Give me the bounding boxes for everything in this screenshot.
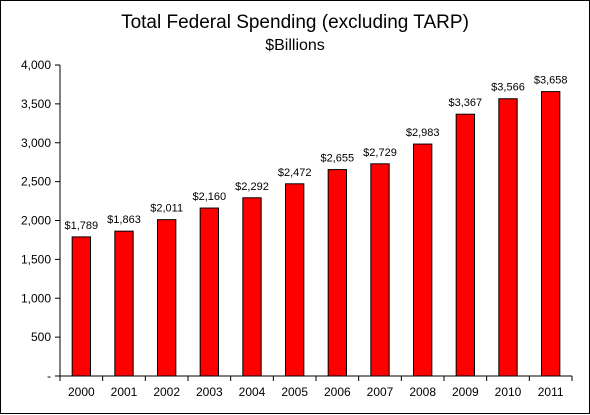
- data-label: $1,789: [65, 220, 99, 232]
- x-tick-label: 2001: [111, 385, 138, 399]
- y-tick-label: 500: [31, 330, 51, 344]
- x-tick-label: 2011: [538, 385, 564, 399]
- y-tick-label: 2,500: [21, 175, 51, 189]
- bar: [540, 91, 561, 377]
- data-label: $2,160: [193, 191, 227, 203]
- bar: [71, 236, 92, 377]
- x-tick-label: 2010: [495, 385, 522, 399]
- x-tick-label: 2002: [153, 385, 180, 399]
- y-tick-label: 2,000: [21, 214, 51, 228]
- data-label: $2,655: [321, 153, 355, 165]
- x-axis: 2000 2001 2002 2003 2004 2005 2006 2007 2008 2009…: [59, 375, 573, 399]
- x-tick-label: 2005: [281, 385, 308, 399]
- chart-subtitle: $Billions: [265, 37, 325, 54]
- bar: [199, 207, 220, 377]
- bar: [242, 197, 262, 377]
- data-label: $2,983: [406, 127, 440, 139]
- y-tick-label: -: [47, 369, 51, 383]
- data-label: $3,367: [449, 97, 483, 109]
- bar: [284, 183, 305, 377]
- bar: [156, 219, 177, 377]
- data-label: $3,566: [491, 82, 525, 94]
- y-tick-label: 3,500: [21, 97, 51, 111]
- bar: [114, 230, 134, 377]
- x-tick-label: 2000: [68, 385, 95, 399]
- data-label: $2,292: [235, 181, 269, 193]
- y-tick-label: 4,000: [21, 58, 51, 72]
- x-tick-label: 2009: [452, 385, 479, 399]
- bar: [370, 163, 390, 377]
- bar: [498, 98, 518, 377]
- y-tick-label: 3,000: [21, 136, 51, 150]
- data-label: $1,863: [107, 214, 141, 226]
- x-tick-label: 2006: [324, 385, 351, 399]
- x-tick-label: 2008: [409, 385, 436, 399]
- x-tick-label: 2004: [239, 385, 266, 399]
- data-label: $2,472: [278, 167, 312, 179]
- y-tick-label: 1,500: [21, 252, 51, 266]
- x-tick-label: 2003: [196, 385, 223, 399]
- y-axis: - 500 1,000 1,500 2,000 2,500 3,000 3,500 4,000: [21, 58, 61, 383]
- data-label: $3,658: [534, 75, 568, 87]
- chart-title: Total Federal Spending (excluding TARP): [121, 12, 469, 33]
- data-label: $2,011: [150, 203, 183, 215]
- data-labels: $1,789 $1,863 $2,011 $2,160 $2,292 $2,472 $2,6…: [65, 75, 568, 232]
- bar: [455, 113, 476, 377]
- bars: [71, 91, 561, 377]
- x-tick-label: 2007: [367, 385, 394, 399]
- y-tick-label: 1,000: [21, 291, 51, 305]
- data-label: $2,729: [363, 147, 397, 159]
- bar: [412, 143, 433, 377]
- bar: [327, 169, 348, 377]
